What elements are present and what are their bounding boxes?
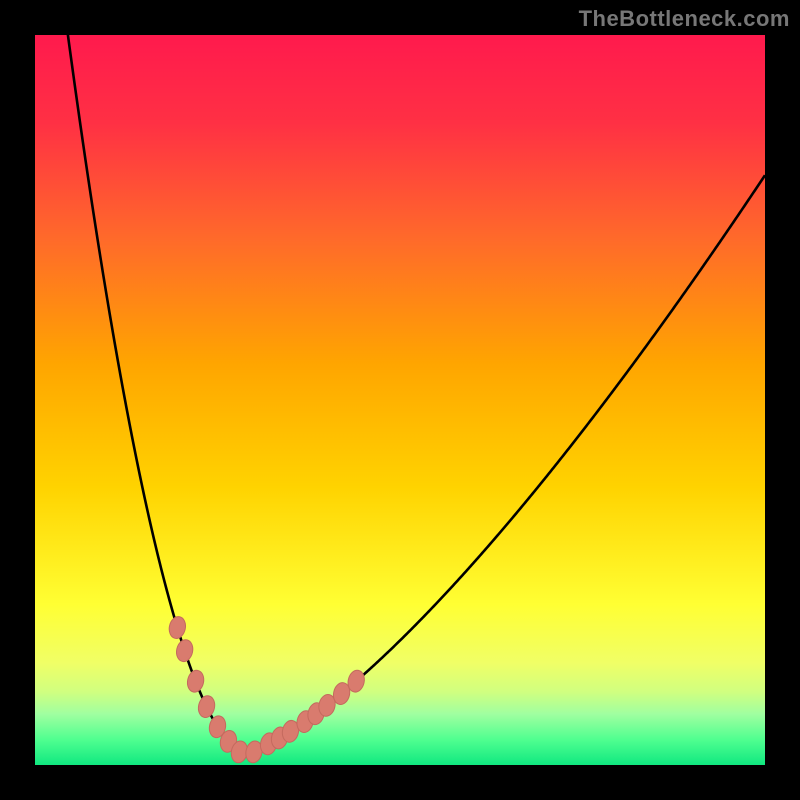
chart-stage: TheBottleneck.com [0, 0, 800, 800]
chart-svg [0, 0, 800, 800]
watermark-text: TheBottleneck.com [579, 6, 790, 32]
plot-area [35, 35, 765, 765]
